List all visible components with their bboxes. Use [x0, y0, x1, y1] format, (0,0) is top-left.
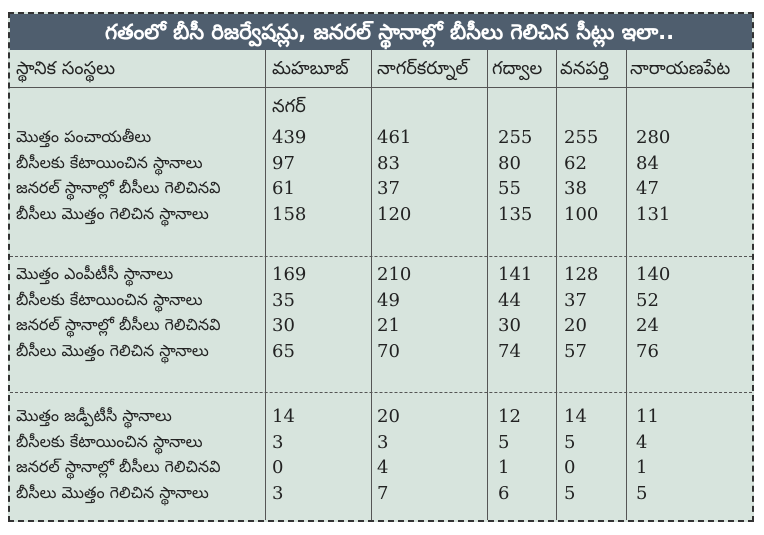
cell-value: 14 — [272, 406, 295, 427]
cell-value: 49 — [377, 289, 400, 311]
column-divider-4 — [556, 50, 557, 520]
cell-value: 5 — [564, 482, 576, 504]
cell-value: 131 — [636, 203, 671, 225]
cell-value: 0 — [272, 457, 284, 478]
section-divider-2 — [10, 392, 752, 393]
cell-value: 35 — [272, 289, 295, 311]
cell-value: 80 — [498, 152, 521, 174]
cell-value: 20 — [564, 315, 587, 336]
row-label: మొత్తం జడ్పీటీసీ స్థానాలు — [16, 406, 172, 425]
table-title: గతంలో బీసీ రిజర్వేషన్లు, జనరల్ స్థానాల్ల… — [10, 14, 752, 50]
header-narayanpet: నారాయణపేట — [630, 58, 731, 79]
cell-value: 135 — [498, 203, 533, 225]
cell-value: 61 — [272, 178, 295, 199]
column-divider-1 — [265, 50, 266, 520]
cell-value: 280 — [636, 127, 671, 148]
cell-value: 120 — [377, 203, 412, 225]
row-label: బీసీలకు కేటాయించిన స్థానాలు — [16, 431, 203, 451]
cell-value: 55 — [498, 178, 521, 199]
header-gadwal: గద్వాల — [492, 58, 543, 79]
cell-value: 52 — [636, 289, 659, 311]
cell-value: 84 — [636, 152, 659, 174]
cell-value: 24 — [636, 315, 659, 336]
cell-value: 4 — [377, 457, 389, 478]
cell-value: 3 — [272, 482, 284, 504]
cell-value: 37 — [377, 178, 400, 199]
cell-value: 44 — [498, 289, 521, 311]
section-divider-1 — [10, 256, 752, 257]
cell-value: 5 — [564, 431, 576, 453]
cell-value: 70 — [377, 340, 400, 362]
cell-value: 7 — [377, 482, 389, 504]
header-wanaparthy: వనపర్తి — [560, 58, 609, 79]
cell-value: 97 — [272, 152, 295, 174]
header-mahabubnagar-suffix: నగర్ — [272, 96, 306, 117]
table-frame: గతంలో బీసీ రిజర్వేషన్లు, జనరల్ స్థానాల్ల… — [8, 12, 754, 522]
cell-value: 57 — [564, 340, 587, 362]
cell-value: 210 — [377, 264, 412, 285]
cell-value: 1 — [498, 457, 510, 478]
row-label: బీసీలు మొత్తం గెలిచిన స్థానాలు — [16, 340, 209, 360]
cell-value: 255 — [564, 127, 599, 148]
cell-value: 439 — [272, 127, 307, 148]
cell-value: 11 — [636, 406, 659, 427]
cell-value: 141 — [498, 264, 533, 285]
cell-value: 128 — [564, 264, 599, 285]
cell-value: 1 — [636, 457, 648, 478]
cell-value: 4 — [636, 431, 648, 453]
cell-value: 169 — [272, 264, 307, 285]
cell-value: 30 — [272, 315, 295, 336]
cell-value: 76 — [636, 340, 659, 362]
column-divider-3 — [487, 50, 488, 520]
cell-value: 140 — [636, 264, 671, 285]
cell-value: 14 — [564, 406, 587, 427]
cell-value: 6 — [498, 482, 510, 504]
row-label: బీసీలు మొత్తం గెలిచిన స్థానాలు — [16, 482, 209, 502]
cell-value: 74 — [498, 340, 521, 362]
header-divider — [10, 87, 752, 88]
cell-value: 0 — [564, 457, 576, 478]
header-local-bodies: స్థానిక సంస్థలు — [16, 58, 116, 79]
row-label: జనరల్ స్థానాల్లో బీసీలు గెలిచినవి — [16, 315, 221, 334]
cell-value: 100 — [564, 203, 599, 225]
cell-value: 38 — [564, 178, 587, 199]
row-label: బీసీలకు కేటాయించిన స్థానాలు — [16, 289, 203, 309]
cell-value: 37 — [564, 289, 587, 311]
cell-value: 65 — [272, 340, 295, 362]
column-divider-2 — [371, 50, 372, 520]
cell-value: 3 — [377, 431, 389, 453]
cell-value: 5 — [498, 431, 510, 453]
header-mahabubnagar: మహబూబ్ — [272, 58, 349, 79]
row-label: జనరల్ స్థానాల్లో బీసీలు గెలిచినవి — [16, 178, 221, 197]
cell-value: 255 — [498, 127, 533, 148]
row-label: బీసీలకు కేటాయించిన స్థానాలు — [16, 152, 203, 172]
cell-value: 12 — [498, 406, 521, 427]
cell-value: 5 — [636, 482, 648, 504]
row-label: జనరల్ స్థానాల్లో బీసీలు గెలిచినవి — [16, 457, 221, 476]
cell-value: 30 — [498, 315, 521, 336]
row-label: మొత్తం ఎంపీటీసీ స్థానాలు — [16, 264, 174, 283]
cell-value: 21 — [377, 315, 400, 336]
row-label: మొత్తం పంచాయతీలు — [16, 127, 152, 146]
column-divider-5 — [626, 50, 627, 520]
cell-value: 47 — [636, 178, 659, 199]
cell-value: 83 — [377, 152, 400, 174]
cell-value: 461 — [377, 127, 412, 148]
cell-value: 3 — [272, 431, 284, 453]
cell-value: 62 — [564, 152, 587, 174]
header-nagarkurnool: నాగర్‌కర్నూల్ — [377, 58, 469, 79]
cell-value: 158 — [272, 203, 307, 225]
cell-value: 20 — [377, 406, 400, 427]
row-label: బీసీలు మొత్తం గెలిచిన స్థానాలు — [16, 203, 209, 223]
